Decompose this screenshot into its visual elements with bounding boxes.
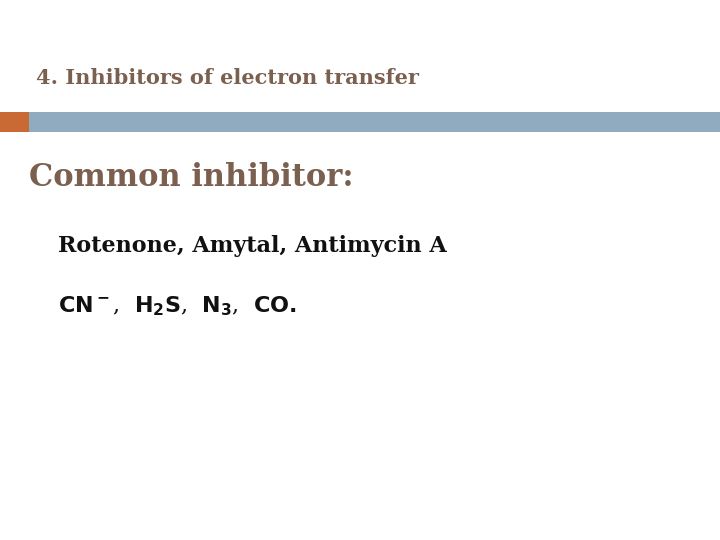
Text: $\mathbf{CN^-}$,  $\mathbf{H_2S}$,  $\mathbf{N_3}$,  $\mathbf{CO.}$: $\mathbf{CN^-}$, $\mathbf{H_2S}$, $\math… [58,294,296,318]
Text: Common inhibitor:: Common inhibitor: [29,162,354,193]
Text: Rotenone, Amytal, Antimycin A: Rotenone, Amytal, Antimycin A [58,235,446,257]
Text: 4. Inhibitors of electron transfer: 4. Inhibitors of electron transfer [36,68,419,87]
